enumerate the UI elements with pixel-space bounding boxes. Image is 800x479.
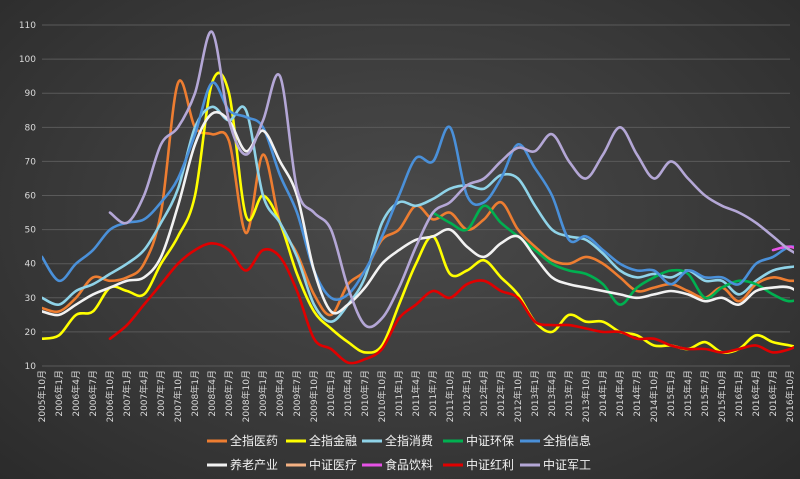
series-line-5 <box>42 110 794 317</box>
x-tick-label: 2013年1月 <box>529 370 541 417</box>
x-tick-label: 2011年4月 <box>410 370 422 417</box>
x-tick-label: 2015年4月 <box>682 370 694 417</box>
y-axis-ticks: 10 20 30 40 50 60 70 80 90 100 110 <box>19 21 36 372</box>
x-tick-label: 2012年7月 <box>495 370 507 417</box>
legend-label: 全指医药 <box>230 433 278 448</box>
series-line-4 <box>42 81 794 301</box>
x-tick-label: 2007年1月 <box>121 370 133 417</box>
legend-label: 全指信息 <box>543 433 591 448</box>
x-tick-label: 2010年4月 <box>342 370 354 417</box>
x-tick-label: 2012年1月 <box>461 370 473 417</box>
series-line-0 <box>42 79 794 317</box>
x-tick-label: 2008年10月 <box>240 370 252 422</box>
x-tick-label: 2016年4月 <box>750 370 762 417</box>
x-tick-label: 2014年4月 <box>614 370 626 417</box>
x-tick-label: 2015年7月 <box>699 370 711 417</box>
legend-label: 中证医疗 <box>309 457 357 472</box>
x-tick-label: 2014年7月 <box>631 370 643 417</box>
x-tick-label: 2009年7月 <box>291 370 303 417</box>
x-tick-label: 2012年10月 <box>512 370 524 422</box>
x-tick-label: 2010年10月 <box>376 370 388 422</box>
x-tick-label: 2006年1月 <box>53 370 65 417</box>
series-line-1 <box>42 71 794 355</box>
x-tick-label: 2016年1月 <box>733 370 745 417</box>
y-tick-label: 70 <box>25 157 37 167</box>
x-tick-label: 2016年7月 <box>767 370 779 417</box>
x-tick-label: 2014年10月 <box>648 370 660 422</box>
x-tick-label: 2015年1月 <box>665 370 677 417</box>
legend-label: 全指消费 <box>385 433 433 448</box>
x-tick-label: 2008年7月 <box>223 370 235 417</box>
x-tick-label: 2016年10月 <box>784 370 796 422</box>
x-tick-label: 2009年4月 <box>274 370 286 417</box>
x-tick-label: 2012年4月 <box>478 370 490 417</box>
series-line-8 <box>108 242 794 365</box>
series-line-2 <box>42 105 794 323</box>
legend-label: 养老产业 <box>230 457 278 472</box>
y-tick-label: 90 <box>25 89 37 99</box>
y-tick-label: 20 <box>25 328 37 338</box>
y-tick-label: 80 <box>25 123 37 133</box>
legend-label: 中证军工 <box>543 457 591 472</box>
x-tick-label: 2013年7月 <box>563 370 575 417</box>
x-tick-label: 2008年1月 <box>189 370 201 417</box>
y-tick-label: 50 <box>25 226 37 236</box>
series-lines <box>42 30 794 365</box>
x-tick-label: 2008年4月 <box>206 370 218 417</box>
x-tick-label: 2007年7月 <box>155 370 167 417</box>
x-tick-label: 2007年10月 <box>172 370 184 422</box>
y-tick-label: 40 <box>25 260 37 270</box>
legend-label: 中证环保 <box>466 433 514 448</box>
x-tick-label: 2011年7月 <box>427 370 439 417</box>
x-tick-label: 2009年1月 <box>257 370 269 417</box>
x-tick-label: 2005年10月 <box>36 370 48 422</box>
gridlines <box>42 24 790 367</box>
legend-label: 中证红利 <box>466 457 514 472</box>
x-tick-label: 2010年7月 <box>359 370 371 417</box>
legend-label: 食品饮料 <box>385 457 433 472</box>
legend-label: 全指金融 <box>309 433 357 448</box>
y-tick-label: 110 <box>19 21 36 31</box>
y-tick-label: 10 <box>25 362 37 372</box>
x-tick-label: 2006年10月 <box>104 370 116 422</box>
y-tick-label: 100 <box>19 55 36 65</box>
x-tick-label: 2011年10月 <box>444 370 456 422</box>
x-tick-label: 2013年4月 <box>546 370 558 417</box>
x-tick-label: 2006年7月 <box>87 370 99 417</box>
x-tick-label: 2007年4月 <box>138 370 150 417</box>
x-tick-label: 2014年1月 <box>597 370 609 417</box>
x-tick-label: 2009年10月 <box>308 370 320 422</box>
x-tick-label: 2010年1月 <box>325 370 337 417</box>
x-tick-label: 2015年10月 <box>716 370 728 422</box>
y-tick-label: 30 <box>25 294 37 304</box>
x-tick-label: 2006年4月 <box>70 370 82 417</box>
x-tick-label: 2013年10月 <box>580 370 592 422</box>
series-line-9 <box>108 30 794 329</box>
x-axis-ticks: 2005年10月 2006年1月 2006年4月 2006年7月 2006年10月 200… <box>36 370 796 422</box>
y-tick-label: 60 <box>25 192 37 202</box>
x-tick-label: 2011年1月 <box>393 370 405 417</box>
series-line-3 <box>431 204 794 306</box>
